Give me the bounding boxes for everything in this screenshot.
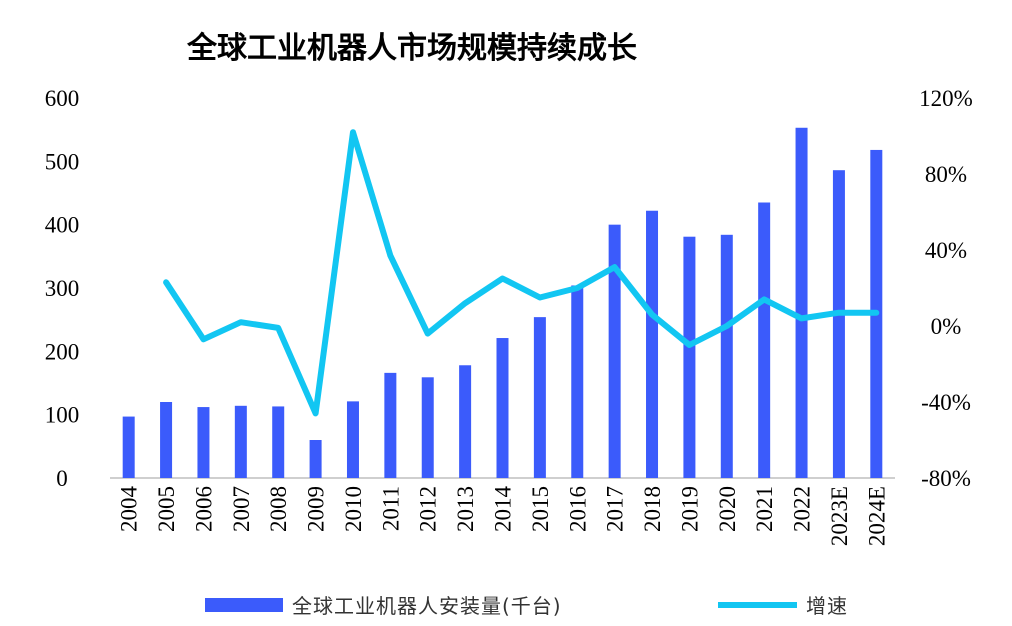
legend: 全球工业机器人安装量(千台) 增速 (205, 594, 848, 618)
y-left-tick-label: 500 (45, 149, 80, 174)
bar-series (122, 127, 883, 479)
bar (384, 372, 397, 478)
bar (459, 365, 472, 478)
y-left-tick-label: 400 (45, 213, 80, 238)
growth-point (427, 333, 429, 335)
bar (720, 234, 733, 478)
x-tick-label: 2005 (154, 486, 179, 532)
growth-point (202, 338, 204, 340)
y-left-tick-label: 100 (45, 403, 80, 428)
growth-point (651, 314, 653, 316)
y-right-tick-label: -80% (921, 466, 971, 491)
bar (832, 170, 845, 478)
y-left-tick-label: 300 (45, 276, 80, 301)
growth-point (875, 312, 877, 314)
bar (496, 338, 509, 478)
x-tick-label: 2012 (416, 486, 441, 532)
bar (421, 377, 434, 478)
x-tick-label: 2017 (603, 486, 628, 532)
bar (122, 416, 135, 478)
y-right-tick-label: 40% (925, 238, 967, 263)
x-tick-label: 2014 (491, 486, 516, 533)
x-tick-label: 2021 (752, 486, 777, 532)
x-tick-label: 2010 (341, 486, 366, 532)
growth-line (163, 129, 880, 417)
x-tick-label: 2004 (117, 486, 142, 533)
x-tick-label: 2006 (191, 486, 216, 532)
x-tick-label: 2009 (304, 486, 329, 532)
y-right-tick-label: 120% (919, 86, 973, 111)
x-tick-label: 2015 (528, 486, 553, 532)
growth-point (614, 266, 616, 268)
bar (346, 401, 359, 478)
growth-point (240, 321, 242, 323)
bar (758, 202, 771, 478)
y-left-tick-label: 200 (45, 339, 80, 364)
bar (646, 210, 659, 478)
y-right-tick-label: 80% (925, 162, 967, 187)
bar (608, 224, 621, 478)
bar (272, 406, 285, 478)
x-tick-label: 2013 (453, 486, 478, 532)
bar (795, 127, 808, 479)
growth-point (726, 325, 728, 327)
bar (683, 236, 696, 478)
bar (571, 285, 584, 478)
right-axis: -80% -40% 0% 40% 80% 120% (919, 86, 973, 491)
x-axis: 2004 2005 2006 2007 2008 2009 2010 2011 2012 2013… (117, 486, 890, 547)
x-tick-label: 2022 (790, 486, 815, 532)
y-left-tick-label: 0 (56, 466, 68, 491)
y-right-tick-label: -40% (921, 390, 971, 415)
growth-point (502, 278, 503, 279)
growth-point (763, 298, 765, 300)
bar (197, 407, 210, 478)
growth-point (539, 297, 541, 298)
x-tick-label: 2024E (864, 486, 889, 546)
bar (309, 440, 322, 478)
legend-line-label: 增速 (806, 594, 848, 618)
y-right-tick-label: 0% (931, 314, 962, 339)
growth-point (688, 344, 690, 346)
growth-point (801, 317, 803, 319)
legend-bar-label: 全球工业机器人安装量(千台) (292, 594, 562, 618)
growth-point (838, 312, 840, 314)
growth-point (315, 412, 317, 414)
y-left-tick-label: 600 (45, 86, 80, 111)
growth-point (576, 287, 578, 289)
growth-point (352, 131, 354, 133)
growth-point (464, 302, 466, 304)
x-tick-label: 2008 (266, 486, 291, 532)
bar (234, 405, 247, 478)
growth-point (165, 281, 167, 283)
x-tick-label: 2007 (229, 486, 254, 532)
growth-point (389, 255, 391, 257)
left-axis: 0 100 200 300 400 500 600 (45, 86, 80, 491)
line-series (163, 129, 880, 417)
bar (533, 317, 546, 478)
x-tick-label: 2018 (640, 486, 665, 532)
x-tick-label: 2020 (715, 486, 740, 532)
x-tick-label: 2011 (378, 486, 403, 531)
growth-point (277, 327, 279, 329)
legend-bar-swatch (205, 598, 283, 612)
x-tick-label: 2016 (565, 486, 590, 532)
chart-title: 全球工业机器人市场规模持续成长 (186, 31, 637, 66)
x-tick-label: 2019 (677, 486, 702, 532)
bar (160, 402, 173, 478)
x-tick-label: 2023E (827, 486, 852, 546)
